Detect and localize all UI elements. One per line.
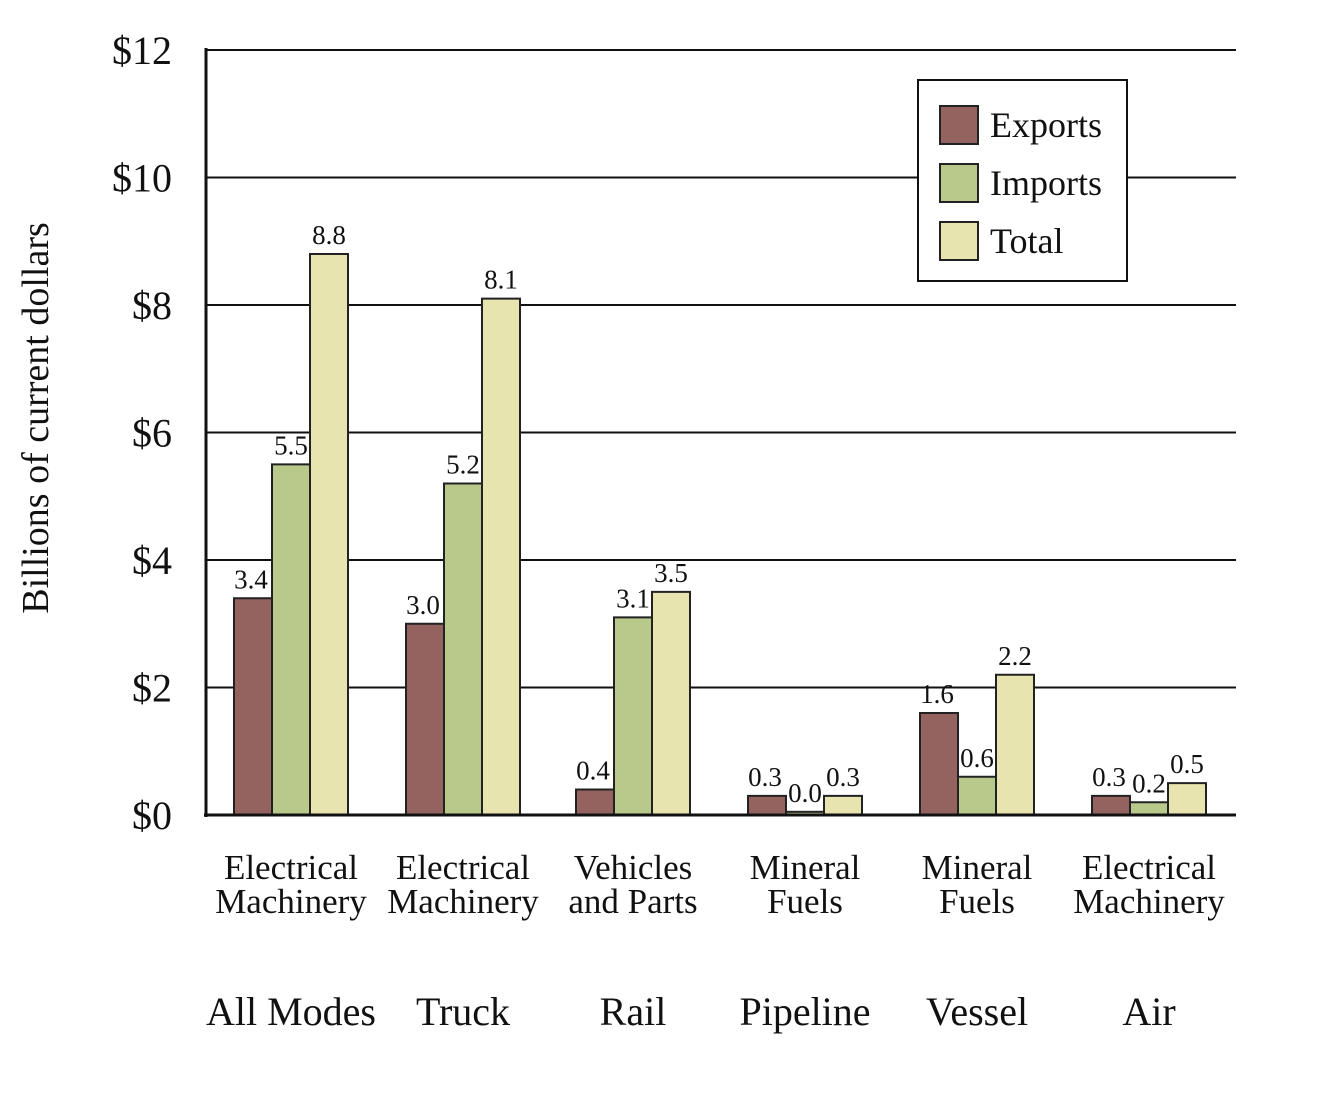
y-tick-label: $8 <box>132 283 172 328</box>
value-label: 0.3 <box>1092 762 1126 792</box>
category-label: Machinery <box>387 882 539 921</box>
bar-total-3 <box>823 794 863 816</box>
legend-swatch-total <box>939 221 979 261</box>
legend-swatch-exports <box>939 105 979 145</box>
bar-total-0 <box>309 253 349 816</box>
bar-exports-1 <box>405 622 445 816</box>
y-axis-ticks: $0 $2 $4 $6 $8 $10 $12 <box>112 28 172 838</box>
value-label: 3.1 <box>616 583 650 613</box>
y-tick-label: $10 <box>112 156 172 201</box>
value-label: 1.6 <box>920 679 954 709</box>
mode-label: Truck <box>416 989 510 1034</box>
value-label: 2.2 <box>998 641 1032 671</box>
value-label: 0.0 <box>788 778 822 808</box>
value-label: 3.0 <box>406 590 440 620</box>
legend-label: Exports <box>990 105 1102 145</box>
bar-total-2 <box>651 590 691 816</box>
value-label: 0.3 <box>826 762 860 792</box>
y-tick-label: $12 <box>112 28 172 73</box>
axes <box>204 48 1236 817</box>
y-tick-label: $0 <box>132 793 172 838</box>
category-label: Electrical <box>396 848 530 887</box>
legend-items: Exports Imports Total <box>939 105 1102 261</box>
bar-imports-4 <box>957 775 997 816</box>
category-label: Mineral <box>922 848 1033 887</box>
mode-label: Rail <box>600 989 667 1034</box>
mode-label: Pipeline <box>739 989 870 1034</box>
mode-labels: All Modes Truck Rail Pipeline Vessel Air <box>206 989 1176 1034</box>
bar-imports-2 <box>613 616 653 816</box>
value-label: 8.1 <box>484 265 518 295</box>
bar-total-4 <box>995 673 1035 816</box>
category-labels: ElectricalMachineryElectricalMachineryVe… <box>215 848 1225 921</box>
bar-total-1 <box>481 297 521 816</box>
mode-label: All Modes <box>206 989 376 1034</box>
value-label: 3.5 <box>654 558 688 588</box>
value-label: 8.8 <box>312 220 346 250</box>
bars <box>233 253 1207 816</box>
legend-label: Imports <box>990 163 1102 203</box>
category-label: and Parts <box>568 882 697 921</box>
value-label: 3.4 <box>234 564 268 594</box>
legend-swatch-imports <box>939 163 979 203</box>
bar-imports-0 <box>271 463 311 816</box>
category-label: Machinery <box>215 882 367 921</box>
y-tick-label: $4 <box>132 538 172 583</box>
value-label: 0.3 <box>748 762 782 792</box>
y-tick-label: $6 <box>132 411 172 456</box>
value-label: 0.6 <box>960 743 994 773</box>
value-labels: 3.45.58.83.05.28.10.43.13.50.30.00.31.60… <box>234 220 1204 808</box>
bar-total-5 <box>1167 782 1207 816</box>
bar-exports-3 <box>747 794 787 816</box>
category-label: Electrical <box>1082 848 1216 887</box>
value-label: 0.2 <box>1132 768 1166 798</box>
value-label: 0.5 <box>1170 749 1204 779</box>
category-label: Fuels <box>939 882 1015 921</box>
bar-exports-2 <box>575 788 615 816</box>
value-label: 0.4 <box>576 756 610 786</box>
y-axis-label: Billions of current dollars <box>15 222 57 614</box>
legend: Exports Imports Total <box>917 79 1128 282</box>
value-label: 5.2 <box>446 450 480 480</box>
gridlines <box>206 49 1236 689</box>
category-label: Machinery <box>1073 882 1225 921</box>
bar-exports-4 <box>919 712 959 816</box>
legend-label: Total <box>990 221 1063 261</box>
mode-label: Air <box>1122 989 1175 1034</box>
mode-label: Vessel <box>926 989 1028 1034</box>
category-label: Mineral <box>750 848 861 887</box>
bar-exports-5 <box>1091 794 1131 816</box>
bar-imports-5 <box>1129 801 1169 816</box>
category-label: Fuels <box>767 882 843 921</box>
bar-exports-0 <box>233 597 273 816</box>
y-tick-label: $2 <box>132 666 172 711</box>
category-label: Electrical <box>224 848 358 887</box>
value-label: 5.5 <box>274 430 308 460</box>
bar-imports-1 <box>443 482 483 816</box>
category-label: Vehicles <box>574 848 693 887</box>
